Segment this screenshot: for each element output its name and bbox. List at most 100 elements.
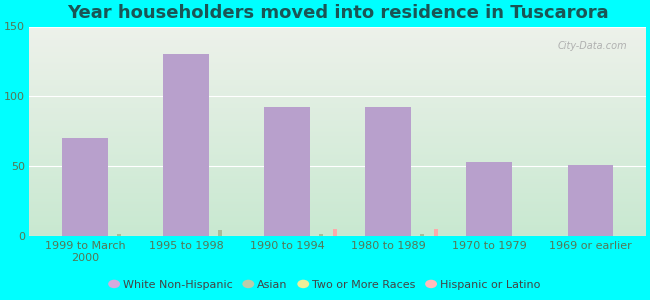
Bar (29, 188, 646, 189)
Bar (29, 111, 646, 112)
Bar (29, 90, 646, 91)
Bar (29, 157, 646, 158)
Bar (29, 68, 646, 69)
Bar (29, 155, 646, 156)
Bar (29, 76, 646, 77)
Bar (29, 36, 646, 37)
Bar (29, 214, 646, 215)
Bar (29, 168, 646, 169)
Bar (29, 148, 646, 149)
Bar (29, 182, 646, 183)
Bar (29, 98, 646, 99)
Bar (29, 97, 646, 98)
Bar (29, 40, 646, 41)
Bar (434, 229, 438, 236)
Bar (29, 198, 646, 199)
Bar (29, 61, 646, 62)
Bar (29, 116, 646, 118)
Bar (29, 88, 646, 89)
Bar (29, 55, 646, 56)
Bar (29, 57, 646, 58)
Bar (29, 114, 646, 116)
Title: Year householders moved into residence in Tuscarora: Year householders moved into residence i… (67, 4, 608, 22)
Bar (29, 86, 646, 87)
Bar (29, 181, 646, 182)
Bar (29, 197, 646, 198)
Bar (29, 59, 646, 60)
Bar (29, 38, 646, 39)
Bar (62, 138, 108, 236)
Bar (29, 219, 646, 220)
Bar (29, 81, 646, 82)
Bar (29, 84, 646, 85)
Bar (29, 103, 646, 104)
Bar (29, 30, 646, 31)
Bar (29, 31, 646, 32)
Bar (29, 145, 646, 146)
Bar (29, 34, 646, 35)
Bar (29, 91, 646, 92)
Bar (29, 173, 646, 174)
Bar (29, 228, 646, 230)
Bar (29, 71, 646, 73)
Bar (29, 161, 646, 163)
Bar (29, 232, 646, 234)
Bar (29, 140, 646, 142)
Bar (29, 120, 646, 121)
Bar (29, 89, 646, 90)
Bar (29, 147, 646, 148)
Bar (29, 99, 646, 100)
Bar (29, 124, 646, 125)
Bar (29, 207, 646, 208)
Bar (29, 43, 646, 44)
Bar (29, 80, 646, 81)
Bar (29, 93, 646, 94)
Bar (29, 151, 646, 152)
Bar (29, 74, 646, 75)
Bar (29, 230, 646, 232)
Bar (29, 218, 646, 219)
Bar (29, 235, 646, 236)
Bar (29, 199, 646, 200)
Bar (29, 102, 646, 103)
Bar (29, 105, 646, 106)
Bar (29, 215, 646, 216)
Bar (29, 227, 646, 228)
Bar (29, 179, 646, 180)
Bar (29, 87, 646, 88)
Bar (117, 234, 121, 236)
Bar (29, 185, 646, 187)
Bar (29, 37, 646, 38)
Bar (29, 153, 646, 154)
Bar (29, 174, 646, 175)
Bar (29, 160, 646, 161)
Bar (29, 104, 646, 105)
Bar (29, 134, 646, 135)
Bar (29, 226, 646, 227)
Bar (29, 165, 646, 166)
Bar (29, 193, 646, 194)
Bar (29, 45, 646, 46)
Bar (29, 79, 646, 80)
Bar (29, 118, 646, 120)
Bar (29, 158, 646, 159)
Bar (467, 162, 512, 236)
Bar (29, 65, 646, 66)
Bar (29, 82, 646, 83)
Bar (29, 190, 646, 191)
Bar (29, 223, 646, 224)
Bar (29, 131, 646, 132)
Bar (29, 42, 646, 43)
Bar (29, 125, 646, 126)
Bar (29, 78, 646, 79)
Bar (29, 106, 646, 107)
Bar (29, 56, 646, 57)
Bar (29, 83, 646, 84)
Bar (29, 187, 646, 188)
Bar (29, 178, 646, 179)
Bar (29, 212, 646, 213)
Bar (29, 129, 646, 130)
Bar (29, 152, 646, 153)
Bar (29, 137, 646, 138)
Bar (29, 54, 646, 55)
